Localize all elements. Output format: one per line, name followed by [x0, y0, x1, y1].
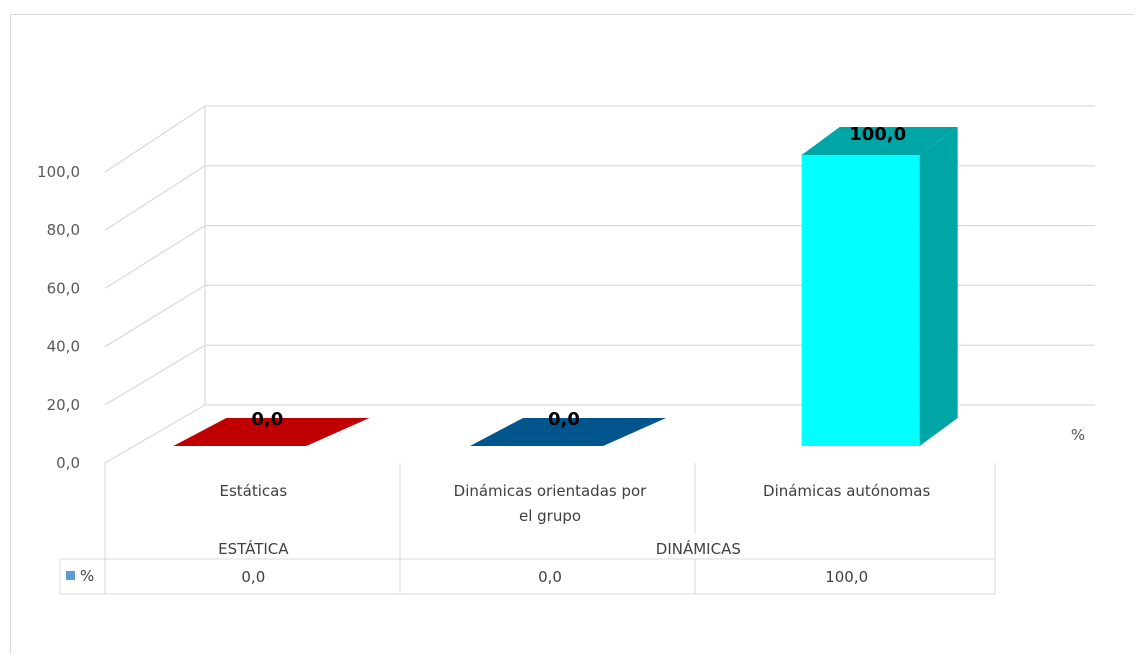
data-label: 0,0: [548, 409, 580, 430]
y-tick-label: 80,0: [47, 221, 80, 239]
bar-2: [470, 418, 666, 446]
x-category-label: Dinámicas orientadas por: [454, 482, 648, 500]
bar-side: [919, 127, 958, 446]
bar-top: [470, 418, 666, 446]
table-value: 100,0: [825, 568, 868, 586]
side-wall-gridline: [104, 165, 206, 231]
group-label: DINÁMICAS: [656, 539, 741, 558]
group-label: ESTÁTICA: [218, 539, 289, 558]
legend-marker: [66, 571, 75, 580]
x-category-label: el grupo: [519, 507, 581, 525]
bar-top: [801, 127, 958, 155]
table-value: 0,0: [241, 568, 265, 586]
side-wall-gridline: [104, 105, 206, 173]
table-value: 0,0: [538, 568, 562, 586]
bar-front: [801, 155, 920, 446]
bar-top: [173, 418, 370, 446]
bar-1: [173, 418, 370, 446]
y-tick-label: 0,0: [56, 454, 80, 472]
chart-frame: [10, 14, 1134, 654]
y-tick-label: 20,0: [47, 396, 80, 414]
data-label: 100,0: [849, 124, 906, 145]
y-tick-label: 100,0: [37, 163, 80, 181]
y-tick-label: 60,0: [47, 279, 80, 297]
side-wall-gridline: [104, 225, 206, 289]
x-category-label: Dinámicas autónomas: [763, 482, 930, 500]
legend-series-name: %: [80, 567, 94, 585]
data-label: 0,0: [251, 409, 283, 430]
side-wall-gridline: [104, 344, 206, 406]
x-category-label: Estáticas: [219, 482, 287, 500]
depth-axis-label: %: [1071, 426, 1085, 444]
side-wall-gridline: [104, 404, 206, 464]
side-wall-gridline: [104, 284, 206, 348]
y-tick-label: 40,0: [47, 338, 80, 356]
bar-3: [801, 127, 958, 446]
